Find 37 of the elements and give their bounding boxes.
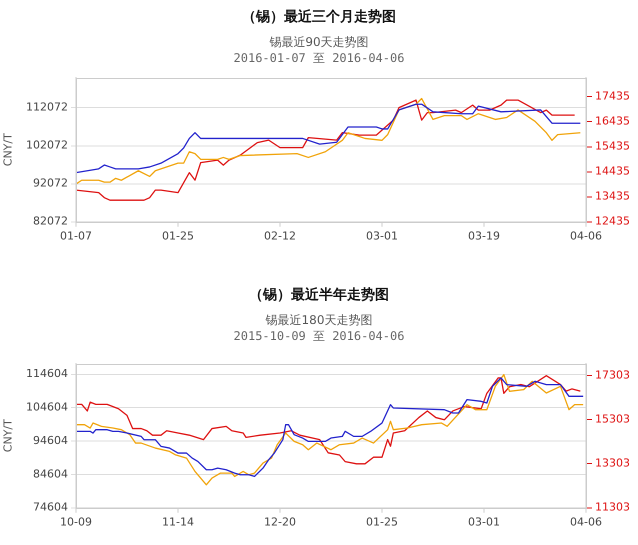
x-tick-label: 01-25 [366,515,398,528]
x-tick-label: 03-01 [468,515,500,528]
y-tick-label: 94604 [33,434,68,447]
y2-tick-label: 17435 [595,90,630,103]
x-tick-label: 03-19 [468,229,500,242]
chart-title: （锡）最近三个月走势图 [241,8,397,27]
chart-subtitle: 锡最近180天走势图 2015-10-09 至 2016-04-06 [232,312,406,344]
y2-tick-label: 13303 [595,456,630,470]
y-tick-label: 84604 [33,467,68,480]
x-tick-label: 02-12 [264,229,296,242]
y-tick-label: 114604 [26,367,68,380]
y-axis-title: CNY/T [1,132,14,166]
x-tick-label: 04-06 [570,229,602,242]
y2-tick-label: 16435 [595,114,630,128]
chart-title: （锡）最近半年走势图 [248,286,390,305]
y2-tick-label: 15435 [595,140,630,153]
y-tick-label: 112072 [26,100,68,114]
y-tick-label: 102072 [26,138,68,152]
y-tick-label: 92072 [33,176,68,190]
y2-tick-label: 13435 [595,190,630,203]
x-tick-label: 01-25 [162,229,194,242]
x-tick-label: 04-06 [570,515,602,528]
y-axis-title: CNY/T [1,418,14,452]
chart-subtitle: 锡最近90天走势图 2016-01-07 至 2016-04-06 [232,34,406,66]
y-tick-label: 82072 [33,214,68,228]
y2-tick-label: 15303 [595,412,630,426]
y2-tick-label: 12435 [595,214,630,228]
y-tick-label: 104604 [26,400,68,414]
y2-tick-label: 14435 [595,164,630,178]
x-tick-label: 11-14 [162,515,194,528]
x-tick-label: 03-01 [366,229,398,242]
x-tick-label: 10-09 [60,515,92,528]
x-tick-label: 12-20 [264,515,296,528]
y-tick-label: 74604 [33,500,68,514]
y2-tick-label: 17303 [595,368,630,382]
x-tick-label: 01-07 [60,229,92,242]
y2-tick-label: 11303 [595,500,630,514]
